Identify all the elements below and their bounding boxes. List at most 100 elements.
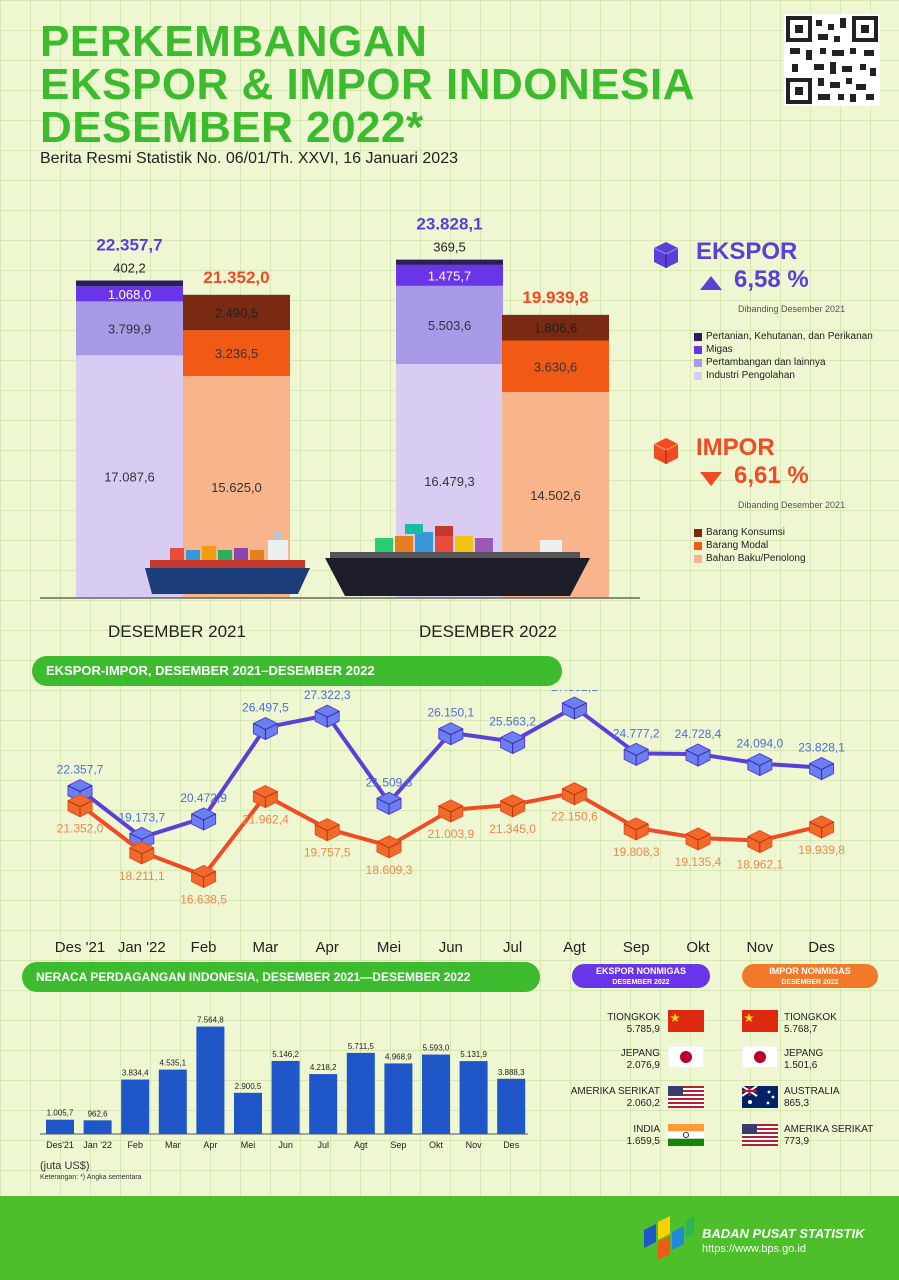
neraca-chart-title: NERACA PERDAGANGAN INDONESIA, DESEMBER 2… bbox=[22, 962, 540, 992]
stacked-bar-chart: 17.087,6 3.799,9 1.068,0 402,2 22.357,7 15.62… bbox=[40, 215, 640, 641]
impor-country-1: TIONGKOK 5.768,7 bbox=[784, 1012, 837, 1035]
impor-legend-items: Barang Konsumsi Barang Modal Bahan Baku/… bbox=[694, 526, 806, 565]
nonmigas-country-list: TIONGKOK 5.785,9 JEPANG 2.076,9 AMERIKA SE… bbox=[560, 1002, 890, 1192]
stack-segment-label: 1.068,0 bbox=[108, 287, 151, 302]
stack-category-label-2021: DESEMBER 2021 bbox=[108, 622, 246, 641]
neraca-x-tick-label: Jan '22 bbox=[83, 1140, 112, 1150]
neraca-bar-chart: 1.005,7 Des'21 962,6 Jan '22 3.834,4 Feb 4.535… bbox=[40, 1016, 528, 1150]
line-x-tick-label: Jul bbox=[503, 939, 522, 956]
impor-country-3: AUSTRALIA 865,3 bbox=[784, 1086, 840, 1109]
neraca-bar bbox=[121, 1079, 150, 1134]
line-x-tick-label: Feb bbox=[191, 939, 217, 956]
impor-point bbox=[685, 827, 711, 851]
line-point-label: 21.345,0 bbox=[489, 822, 536, 836]
container-icon bbox=[653, 438, 679, 464]
title-line-3: DESEMBER 2022* bbox=[40, 103, 424, 152]
stack-segment bbox=[396, 259, 503, 265]
legend-item: Barang Konsumsi bbox=[694, 526, 806, 539]
line-point-label: 20.472,9 bbox=[180, 791, 227, 805]
ekspor-point bbox=[809, 757, 835, 781]
neraca-bar-label: 4.218,2 bbox=[310, 1063, 337, 1072]
neraca-bar bbox=[46, 1119, 74, 1134]
line-x-tick-label: Nov bbox=[746, 939, 773, 956]
line-x-tick-label: Des bbox=[808, 939, 835, 956]
stack-segment bbox=[502, 314, 609, 341]
legend-swatch bbox=[694, 332, 702, 341]
neraca-bar bbox=[196, 1026, 225, 1134]
china-flag-icon bbox=[742, 1010, 778, 1032]
title-line-2: EKSPOR & IMPOR INDONESIA bbox=[40, 60, 695, 109]
stack-segment-label: 16.479,3 bbox=[424, 474, 475, 489]
impor-point bbox=[191, 864, 217, 888]
impor-point bbox=[314, 818, 340, 842]
neraca-bar-label: 3.834,4 bbox=[122, 1069, 149, 1078]
stack-segment bbox=[76, 286, 183, 302]
line-point-label: 18.211,1 bbox=[119, 869, 165, 883]
ekspor-country-1: TIONGKOK 5.785,9 bbox=[607, 1012, 660, 1035]
qr-code[interactable] bbox=[784, 14, 880, 106]
ekspor-point bbox=[500, 730, 526, 755]
stack-segment bbox=[396, 285, 503, 364]
stack-segment bbox=[502, 340, 609, 393]
neraca-bar-label: 4.535,1 bbox=[159, 1059, 186, 1068]
stack-total-label: 19.939,8 bbox=[522, 288, 588, 307]
impor-change: 6,61 % bbox=[734, 462, 809, 489]
line-x-tick-label: Jan '22 bbox=[118, 939, 166, 956]
stack-category-label-2022: DESEMBER 2022 bbox=[419, 622, 557, 641]
stack-segment-label: 402,2 bbox=[113, 261, 146, 276]
impor-point bbox=[67, 794, 93, 818]
neraca-bar bbox=[309, 1074, 338, 1134]
impor-nonmigas-title: IMPOR NONMIGAS bbox=[769, 966, 851, 976]
page-title: PERKEMBANGAN EKSPOR & IMPOR INDONESIA DE… bbox=[40, 17, 695, 152]
neraca-x-tick-label: Feb bbox=[127, 1140, 143, 1150]
india-flag-icon bbox=[668, 1124, 704, 1146]
cargo-ship-2022-icon bbox=[325, 524, 590, 596]
ekspor-point bbox=[376, 791, 402, 815]
qr-code-icon bbox=[786, 16, 878, 104]
impor-point bbox=[500, 794, 526, 818]
ekspor-legend-items: Pertanian, Kehutanan, dan Perikanan Miga… bbox=[694, 330, 873, 382]
stack-segment bbox=[183, 294, 290, 331]
stack-segment-label: 5.503,6 bbox=[428, 318, 471, 333]
legend-swatch bbox=[694, 345, 702, 354]
neraca-bar-label: 4.968,9 bbox=[385, 1052, 412, 1061]
footer-url[interactable]: https://www.bps.go.id bbox=[702, 1243, 806, 1255]
neraca-bar-label: 5.146,2 bbox=[272, 1050, 299, 1059]
triangle-up-icon bbox=[700, 276, 722, 290]
usa-flag-icon bbox=[668, 1086, 704, 1108]
impor-point bbox=[623, 817, 649, 841]
legend-item: Barang Modal bbox=[694, 539, 806, 552]
line-x-tick-label: Okt bbox=[686, 939, 710, 956]
neraca-x-tick-label: Des bbox=[503, 1140, 520, 1150]
line-point-label: 24.094,0 bbox=[736, 737, 783, 751]
line-x-tick-label: Mei bbox=[377, 939, 401, 956]
line-point-label: 26.150,1 bbox=[427, 706, 474, 720]
neraca-x-tick-label: Mar bbox=[165, 1140, 181, 1150]
neraca-bar bbox=[384, 1063, 413, 1134]
legend-item: Pertanian, Kehutanan, dan Perikanan bbox=[694, 330, 873, 343]
neraca-bar bbox=[422, 1054, 450, 1134]
neraca-bar bbox=[271, 1060, 300, 1134]
line-point-label: 19.757,5 bbox=[304, 846, 351, 860]
bps-logo-icon[interactable] bbox=[640, 1212, 696, 1262]
neraca-bar-label: 5.593,0 bbox=[423, 1044, 450, 1053]
legend-swatch bbox=[694, 528, 702, 537]
line-point-label: 19.939,8 bbox=[798, 843, 845, 857]
triangle-down-icon bbox=[700, 472, 722, 486]
neraca-bar-label: 7.564,8 bbox=[197, 1016, 224, 1025]
stack-segment-label: 1.475,7 bbox=[428, 268, 471, 283]
line-point-label: 26.497,5 bbox=[242, 701, 289, 715]
title-line-1: PERKEMBANGAN bbox=[40, 17, 428, 66]
line-point-label: 25.563,2 bbox=[489, 715, 536, 729]
neraca-x-tick-label: Nov bbox=[466, 1140, 483, 1150]
ekspor-point bbox=[191, 807, 217, 831]
impor-point bbox=[747, 830, 773, 854]
stack-total-label: 22.357,7 bbox=[96, 236, 162, 255]
impor-country-2: JEPANG 1.501,6 bbox=[784, 1048, 824, 1071]
stack-total-label: 23.828,1 bbox=[416, 215, 482, 234]
line-point-label: 19.808,3 bbox=[613, 845, 660, 859]
line-x-tick-label: Mar bbox=[252, 939, 278, 956]
neraca-bar-label: 962,6 bbox=[88, 1109, 109, 1118]
line-point-label: 18.609,3 bbox=[366, 863, 413, 877]
neraca-x-tick-label: Mei bbox=[241, 1140, 256, 1150]
